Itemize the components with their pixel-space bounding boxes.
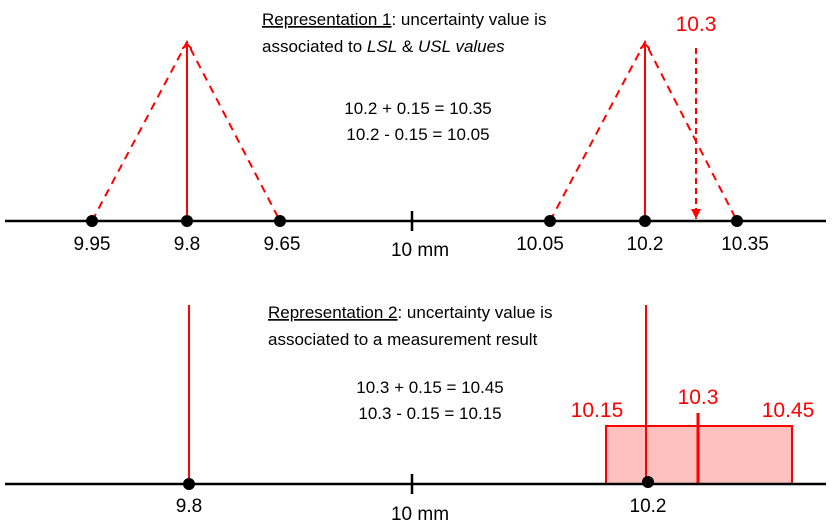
center-label-bottom: 10 mm bbox=[391, 504, 449, 525]
interval-low-label: 10.15 bbox=[571, 399, 624, 422]
rep1-equation-lower: 10.2 - 0.15 = 10.05 bbox=[346, 125, 489, 144]
interval-high-label: 10.45 bbox=[762, 399, 815, 422]
point-10-2-bottom bbox=[642, 476, 654, 488]
point-10-35 bbox=[731, 215, 743, 227]
label-9-8-bottom: 9.8 bbox=[176, 496, 202, 517]
rep1-title: Representation 1: uncertainty value is bbox=[262, 10, 546, 29]
top-points bbox=[86, 215, 743, 227]
label-9-8: 9.8 bbox=[174, 234, 200, 255]
point-10-2 bbox=[639, 215, 651, 227]
point-9-8-bottom bbox=[183, 478, 195, 490]
point-9-65 bbox=[274, 215, 286, 227]
point-9-8 bbox=[181, 215, 193, 227]
rep2-title: Representation 2: uncertainty value is bbox=[268, 303, 552, 322]
label-10-35: 10.35 bbox=[721, 234, 769, 255]
point-10-05 bbox=[544, 215, 556, 227]
interval-mid-label: 10.3 bbox=[678, 386, 719, 409]
rep1-equation-upper: 10.2 + 0.15 = 10.35 bbox=[344, 99, 491, 118]
label-10-2: 10.2 bbox=[627, 234, 664, 255]
usl-distribution-triangle bbox=[549, 39, 738, 222]
label-10-05: 10.05 bbox=[516, 234, 564, 255]
measurement-label: 10.3 bbox=[676, 13, 717, 36]
center-label-top: 10 mm bbox=[391, 240, 449, 261]
label-9-95: 9.95 bbox=[74, 234, 111, 255]
rep1-subtitle: associated to LSL & USL values bbox=[262, 37, 505, 56]
point-9-95 bbox=[86, 215, 98, 227]
label-9-65: 9.65 bbox=[264, 234, 301, 255]
rep2-equation-upper: 10.3 + 0.15 = 10.45 bbox=[356, 378, 503, 397]
rep2-equation-lower: 10.3 - 0.15 = 10.15 bbox=[358, 404, 501, 423]
label-10-2-bottom: 10.2 bbox=[630, 496, 667, 517]
lsl-distribution-triangle bbox=[91, 39, 281, 222]
rep2-subtitle: associated to a measurement result bbox=[268, 330, 538, 349]
